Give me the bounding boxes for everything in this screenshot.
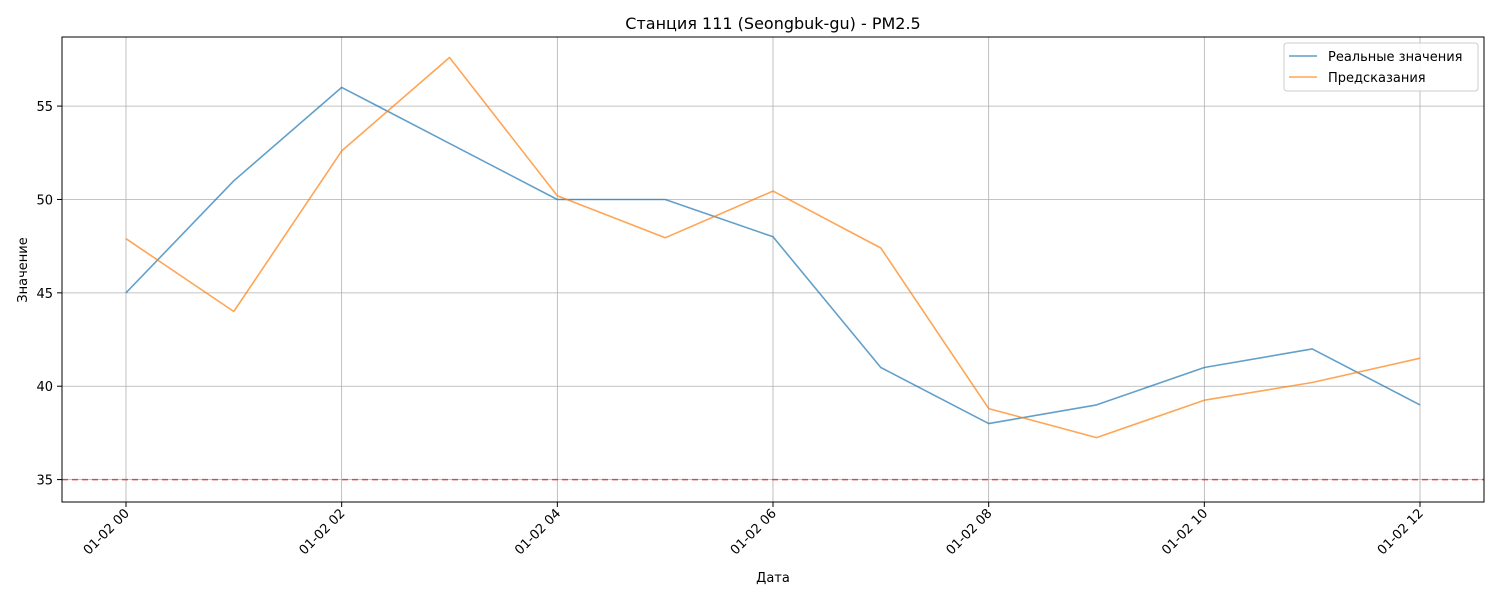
x-tick-label: 01-02 02: [297, 506, 349, 558]
y-tick-label: 55: [36, 100, 53, 115]
x-tick-label: 01-02 04: [512, 506, 564, 558]
grid: [62, 37, 1484, 502]
y-axis-title: Значение: [16, 237, 31, 302]
y-tick-label: 50: [36, 193, 53, 208]
x-axis-ticks: 01-02 00 01-02 02 01-02 04 01-02 06 01-02 08…: [81, 502, 1427, 558]
legend-label-2: Предсказания: [1328, 71, 1426, 86]
y-tick-label: 35: [36, 474, 53, 489]
y-tick-label: 45: [36, 287, 53, 302]
x-tick-label: 01-02 10: [1159, 506, 1211, 558]
legend-box: [1283, 42, 1479, 92]
y-tick-label: 40: [36, 380, 53, 395]
series-group: [125, 56, 1421, 439]
x-tick-label: 01-02 00: [81, 506, 133, 558]
y-axis-ticks: 35 40 45 50 55: [36, 100, 62, 489]
x-tick-label: 01-02 06: [728, 506, 780, 558]
legend-label-1: Реальные значения: [1328, 50, 1463, 65]
x-axis-title: Дата: [756, 571, 790, 586]
x-tick-label: 01-02 12: [1375, 506, 1427, 558]
series-line-2: [125, 56, 1421, 439]
series-line-1: [125, 86, 1421, 425]
chart-title: Станция 111 (Seongbuk-gu) - PM2.5: [625, 14, 920, 33]
x-tick-label: 01-02 08: [944, 506, 996, 558]
legend: Реальные значения Предсказания: [1283, 42, 1479, 92]
